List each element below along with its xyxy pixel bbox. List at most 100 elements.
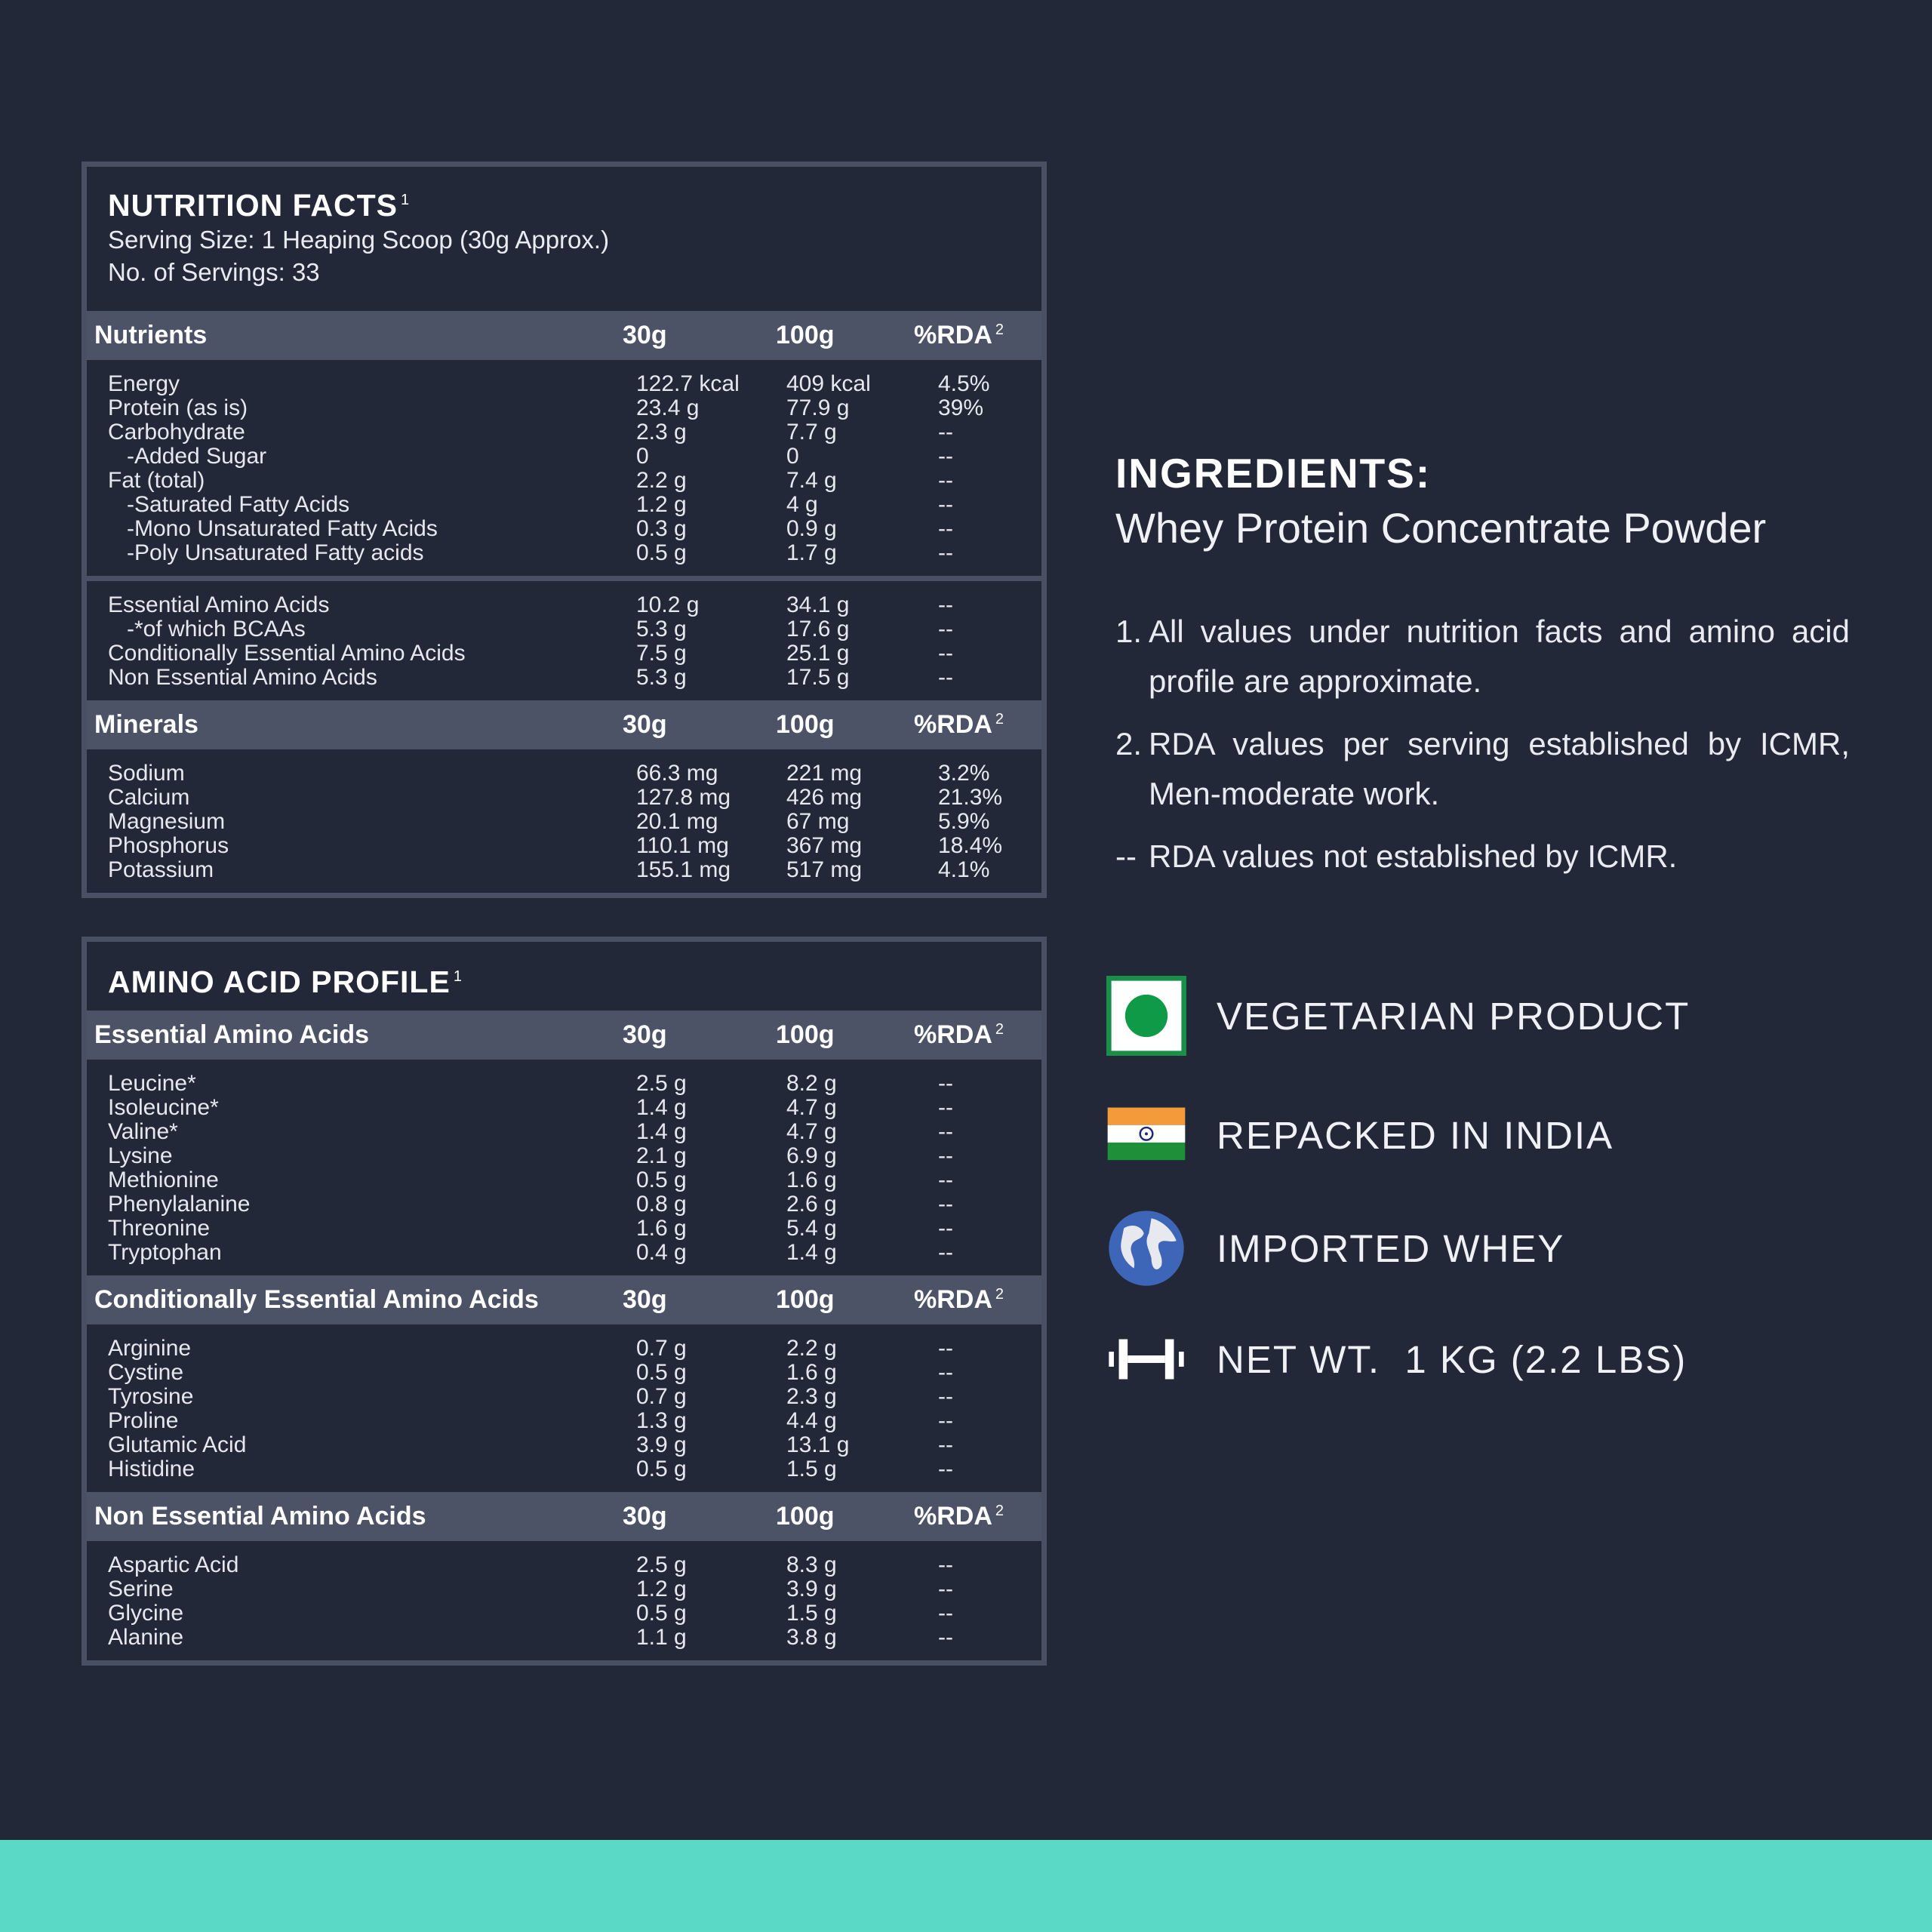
table-cell: 2.3 g (636, 420, 687, 445)
table-row: Essential Amino Acids 10.2 g 34.1 g -- (87, 593, 1041, 617)
table-cell: Lysine (108, 1143, 173, 1168)
header-text: 30g (623, 710, 667, 739)
note-marker: 2. (1115, 726, 1143, 761)
note-marker: -- (1115, 838, 1137, 874)
table-row: Aspartic Acid 2.5 g 8.3 g -- (87, 1553, 1041, 1577)
table-cell: -- (938, 1168, 953, 1192)
table-row: Tyrosine 0.7 g 2.3 g -- (87, 1385, 1041, 1409)
table-cell: 0.5 g (636, 1457, 687, 1481)
table-cell: 1.6 g (786, 1360, 837, 1385)
table-cell: 23.4 g (636, 395, 700, 420)
table-cell: 2.6 g (786, 1192, 837, 1217)
table-row: Potassium 155.1 mg 517 mg 4.1% (87, 858, 1041, 882)
table-cell: -- (938, 1240, 953, 1265)
dumbbell-icon (1109, 1339, 1184, 1380)
table-cell: -- (938, 1552, 953, 1577)
header-text: %RDA (914, 1285, 992, 1314)
header-cell: 30g (623, 1285, 789, 1315)
table-cell: -- (938, 1095, 953, 1120)
header-text: 30g (623, 1020, 667, 1049)
table-body: Aspartic Acid 2.5 g 8.3 g -- Serine 1.2 g 3.9 … (87, 1541, 1041, 1660)
india-flag-icon (1107, 1107, 1186, 1161)
header-cell: %RDA 2 (914, 710, 1041, 740)
table-cell: 1.2 g (636, 492, 687, 517)
table-row: Alanine 1.1 g 3.8 g -- (87, 1626, 1041, 1650)
table-cell: 155.1 mg (636, 857, 731, 882)
table-cell: -Mono Unsaturated Fatty Acids (108, 516, 438, 541)
amino-acid-panel: AMINO ACID PROFILE 1 Essential Amino Acid… (82, 937, 1047, 1666)
table-row: Fat (total) 2.2 g 7.4 g -- (87, 469, 1041, 493)
table-cell: 7.5 g (636, 641, 687, 666)
table-cell: 2.5 g (636, 1552, 687, 1577)
ingredients-title: INGREDIENTS: (1115, 450, 1432, 497)
table-cell: -- (938, 592, 953, 617)
table-cell: 1.5 g (786, 1457, 837, 1481)
table-header: Essential Amino Acids 30g 100g %RDA 2 (87, 1011, 1041, 1060)
table-cell: Energy (108, 371, 180, 396)
badge-label: IMPORTED WHEY (1217, 1226, 1565, 1270)
veg-icon (1106, 976, 1186, 1056)
table-cell: Serine (108, 1577, 174, 1601)
table-row: Calcium 127.8 mg 426 mg 21.3% (87, 786, 1041, 810)
badge-label: VEGETARIAN PRODUCT (1217, 994, 1690, 1038)
table-body: Arginine 0.7 g 2.2 g -- Cystine 0.5 g 1.6 g -- T… (87, 1324, 1041, 1492)
table-cell: 0.9 g (786, 516, 837, 541)
table-cell: 67 mg (786, 809, 850, 834)
table-row: Energy 122.7 kcal 409 kcal 4.5% (87, 372, 1041, 396)
table-cell: -- (938, 1192, 953, 1217)
table-cell: -- (938, 1384, 953, 1409)
table-row: Non Essential Amino Acids 5.3 g 17.5 g -- (87, 666, 1041, 690)
info-column: INGREDIENTS: Whey Protein Concentrate Po… (1115, 449, 1850, 894)
table-cell: -- (938, 1625, 953, 1650)
table-cell: -- (938, 1432, 953, 1457)
table-cell: 21.3% (938, 785, 1003, 810)
table-cell: 4.4 g (786, 1408, 837, 1433)
badge: NET WT. 1 KG (2.2 LBS) (1106, 1319, 1685, 1399)
table-cell: 66.3 mg (636, 761, 718, 786)
table-cell: -- (938, 1457, 953, 1481)
table-row: -*of which BCAAs 5.3 g 17.6 g -- (87, 617, 1041, 641)
badge-label: NET WT. 1 KG (2.2 LBS) (1217, 1337, 1687, 1381)
table-cell: 3.9 g (636, 1432, 687, 1457)
globe-icon (1109, 1211, 1184, 1286)
table-row: Phosphorus 110.1 mg 367 mg 18.4% (87, 834, 1041, 858)
table-row: Leucine* 2.5 g 8.2 g -- (87, 1072, 1041, 1096)
table-cell: -- (938, 516, 953, 541)
table-cell: 221 mg (786, 761, 863, 786)
table-cell: Isoleucine* (108, 1095, 219, 1120)
table-cell: Phosphorus (108, 833, 229, 858)
table-cell: -- (938, 492, 953, 517)
table-cell: 1.4 g (636, 1119, 687, 1144)
table-cell: -- (938, 420, 953, 445)
table-groups: Essential Amino Acids 30g 100g %RDA 2 Leucine… (87, 1011, 1041, 1660)
badge: IMPORTED WHEY (1106, 1208, 1563, 1288)
header-cell: Non Essential Amino Acids (94, 1502, 636, 1531)
table-cell: -- (938, 1143, 953, 1168)
note: 2. RDA values per serving established by … (1115, 719, 1850, 819)
table-cell: Tyrosine (108, 1384, 194, 1409)
table-cell: 0.5 g (636, 1168, 687, 1192)
header-cell: 30g (623, 1020, 789, 1050)
table-cell: 1.5 g (786, 1601, 837, 1626)
table-cell: Alanine (108, 1625, 184, 1650)
table-row: Magnesium 20.1 mg 67 mg 5.9% (87, 810, 1041, 834)
table-cell: 4 g (786, 492, 818, 517)
table-cell: 1.4 g (636, 1095, 687, 1120)
table-row: Lysine 2.1 g 6.9 g -- (87, 1144, 1041, 1168)
table-cell: 0 (636, 444, 649, 469)
header-cell: Nutrients (94, 321, 636, 350)
table-cell: 4.1% (938, 857, 990, 882)
panel-title: AMINO ACID PROFILE 1 (108, 964, 1020, 1000)
table-row: Glutamic Acid 3.9 g 13.1 g -- (87, 1433, 1041, 1457)
table-cell: 3.8 g (786, 1625, 837, 1650)
table-cell: 0.5 g (636, 1360, 687, 1385)
note: -- RDA values not established by ICMR. (1115, 832, 1850, 881)
table-cell: 18.4% (938, 833, 1003, 858)
table-row: Serine 1.2 g 3.9 g -- (87, 1577, 1041, 1601)
panel-title: NUTRITION FACTS 1 (108, 188, 1020, 223)
table-cell: 0.7 g (636, 1384, 687, 1409)
table-cell: -Poly Unsaturated Fatty acids (108, 540, 424, 565)
table-cell: Fat (total) (108, 468, 205, 493)
table-cell: Protein (as is) (108, 395, 248, 420)
table-cell: 1.1 g (636, 1625, 687, 1650)
